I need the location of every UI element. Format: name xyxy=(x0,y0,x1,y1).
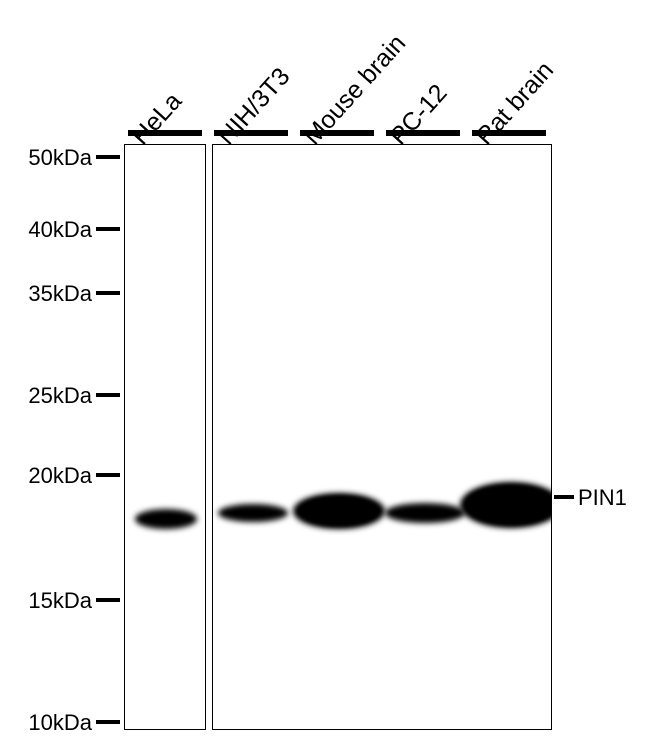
lane-label: PC-12 xyxy=(384,79,453,151)
lane-header-bar xyxy=(300,130,374,136)
blot-band xyxy=(135,509,197,529)
mw-label: 50kDa xyxy=(0,145,92,171)
lane-header-bar xyxy=(386,130,460,136)
mw-label: 20kDa xyxy=(0,463,92,489)
mw-tick xyxy=(96,473,120,477)
lane-label: NIH/3T3 xyxy=(212,62,296,151)
mw-label: 15kDa xyxy=(0,588,92,614)
mw-tick xyxy=(96,598,120,602)
western-blot-figure: 50kDa 40kDa 35kDa 25kDa 20kDa 15kDa 10kD… xyxy=(0,0,650,746)
mw-label: 40kDa xyxy=(0,217,92,243)
annotation-label: PIN1 xyxy=(578,485,627,511)
mw-tick xyxy=(96,227,120,231)
mw-tick xyxy=(96,291,120,295)
mw-tick xyxy=(96,720,120,724)
blot-panel xyxy=(124,144,206,730)
blot-band xyxy=(299,496,379,526)
mw-tick xyxy=(96,393,120,397)
mw-label: 35kDa xyxy=(0,281,92,307)
lane-label: HeLa xyxy=(126,87,188,151)
blot-band xyxy=(385,503,465,523)
mw-label: 25kDa xyxy=(0,383,92,409)
blot-band xyxy=(465,485,552,525)
lane-header-bar xyxy=(472,130,546,136)
lane-header-bar xyxy=(214,130,288,136)
annotation-tick xyxy=(554,495,574,499)
mw-tick xyxy=(96,155,120,159)
lane-label: Rat brain xyxy=(470,56,559,151)
lane-header-bar xyxy=(128,130,202,136)
mw-label: 10kDa xyxy=(0,710,92,736)
blot-panel xyxy=(212,144,552,730)
blot-band xyxy=(218,504,288,522)
